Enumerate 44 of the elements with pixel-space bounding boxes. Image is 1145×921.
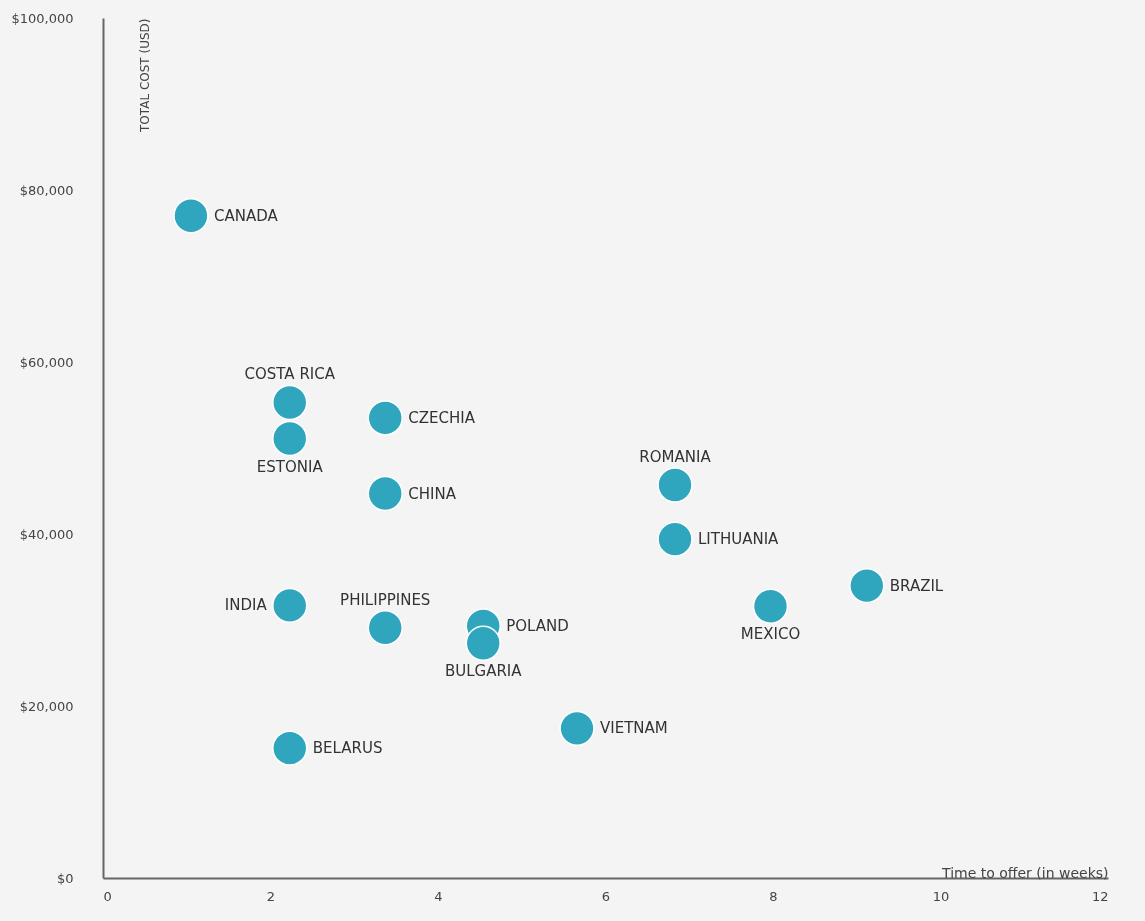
point (657, 467, 693, 503)
y-tick-label: $0 (56, 870, 74, 886)
series-label: COSTA RICA (244, 365, 336, 384)
y-tick-label: $20,000 (19, 698, 74, 714)
series-label: INDIA (224, 596, 268, 615)
series-label: POLAND (506, 617, 569, 636)
y-tick-label: $100,000 (11, 10, 74, 26)
series-label: VIETNAM (600, 719, 668, 738)
series-label: BULGARIA (444, 662, 523, 681)
x-tick-label: 0 (103, 888, 112, 904)
point (849, 567, 885, 604)
series-label: LITHUANIA (698, 530, 780, 549)
series-label: MEXICO (740, 625, 801, 644)
series-label: CHINA (408, 484, 457, 503)
x-tick-label: 2 (266, 888, 276, 904)
point (272, 384, 308, 421)
y-tick-label: $80,000 (19, 182, 74, 198)
x-tick-label: 10 (932, 888, 950, 904)
series-label: BRAZIL (889, 576, 944, 595)
series-label: ESTONIA (256, 457, 324, 476)
point (272, 420, 308, 457)
point (559, 710, 595, 747)
x-tick-label: 8 (769, 888, 778, 904)
point (367, 475, 403, 512)
point (367, 610, 403, 646)
point (173, 198, 209, 234)
series-label: CANADA (213, 206, 279, 225)
point (367, 400, 403, 436)
x-tick-label: 4 (434, 888, 443, 904)
point (465, 625, 501, 661)
point (272, 730, 308, 766)
series-label: ROMANIA (639, 447, 712, 466)
x-axis-title: Time to offer (in weeks) (941, 864, 1109, 881)
point (272, 587, 308, 624)
series-label: CZECHIA (408, 408, 476, 427)
x-tick-label: 12 (1091, 888, 1109, 904)
y-tick-label: $60,000 (19, 354, 74, 370)
series-label: PHILIPPINES (340, 590, 431, 609)
series-label: BELARUS (312, 739, 383, 758)
y-axis-title: TOTAL COST (USD) (137, 18, 152, 133)
point (752, 588, 789, 624)
point (657, 521, 693, 557)
x-tick-label: 6 (601, 888, 611, 904)
y-tick-label: $40,000 (19, 526, 74, 542)
